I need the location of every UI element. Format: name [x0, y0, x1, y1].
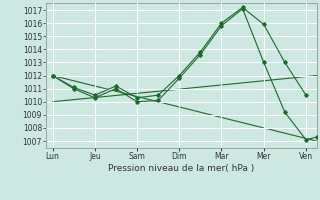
- X-axis label: Pression niveau de la mer( hPa ): Pression niveau de la mer( hPa ): [108, 164, 254, 173]
